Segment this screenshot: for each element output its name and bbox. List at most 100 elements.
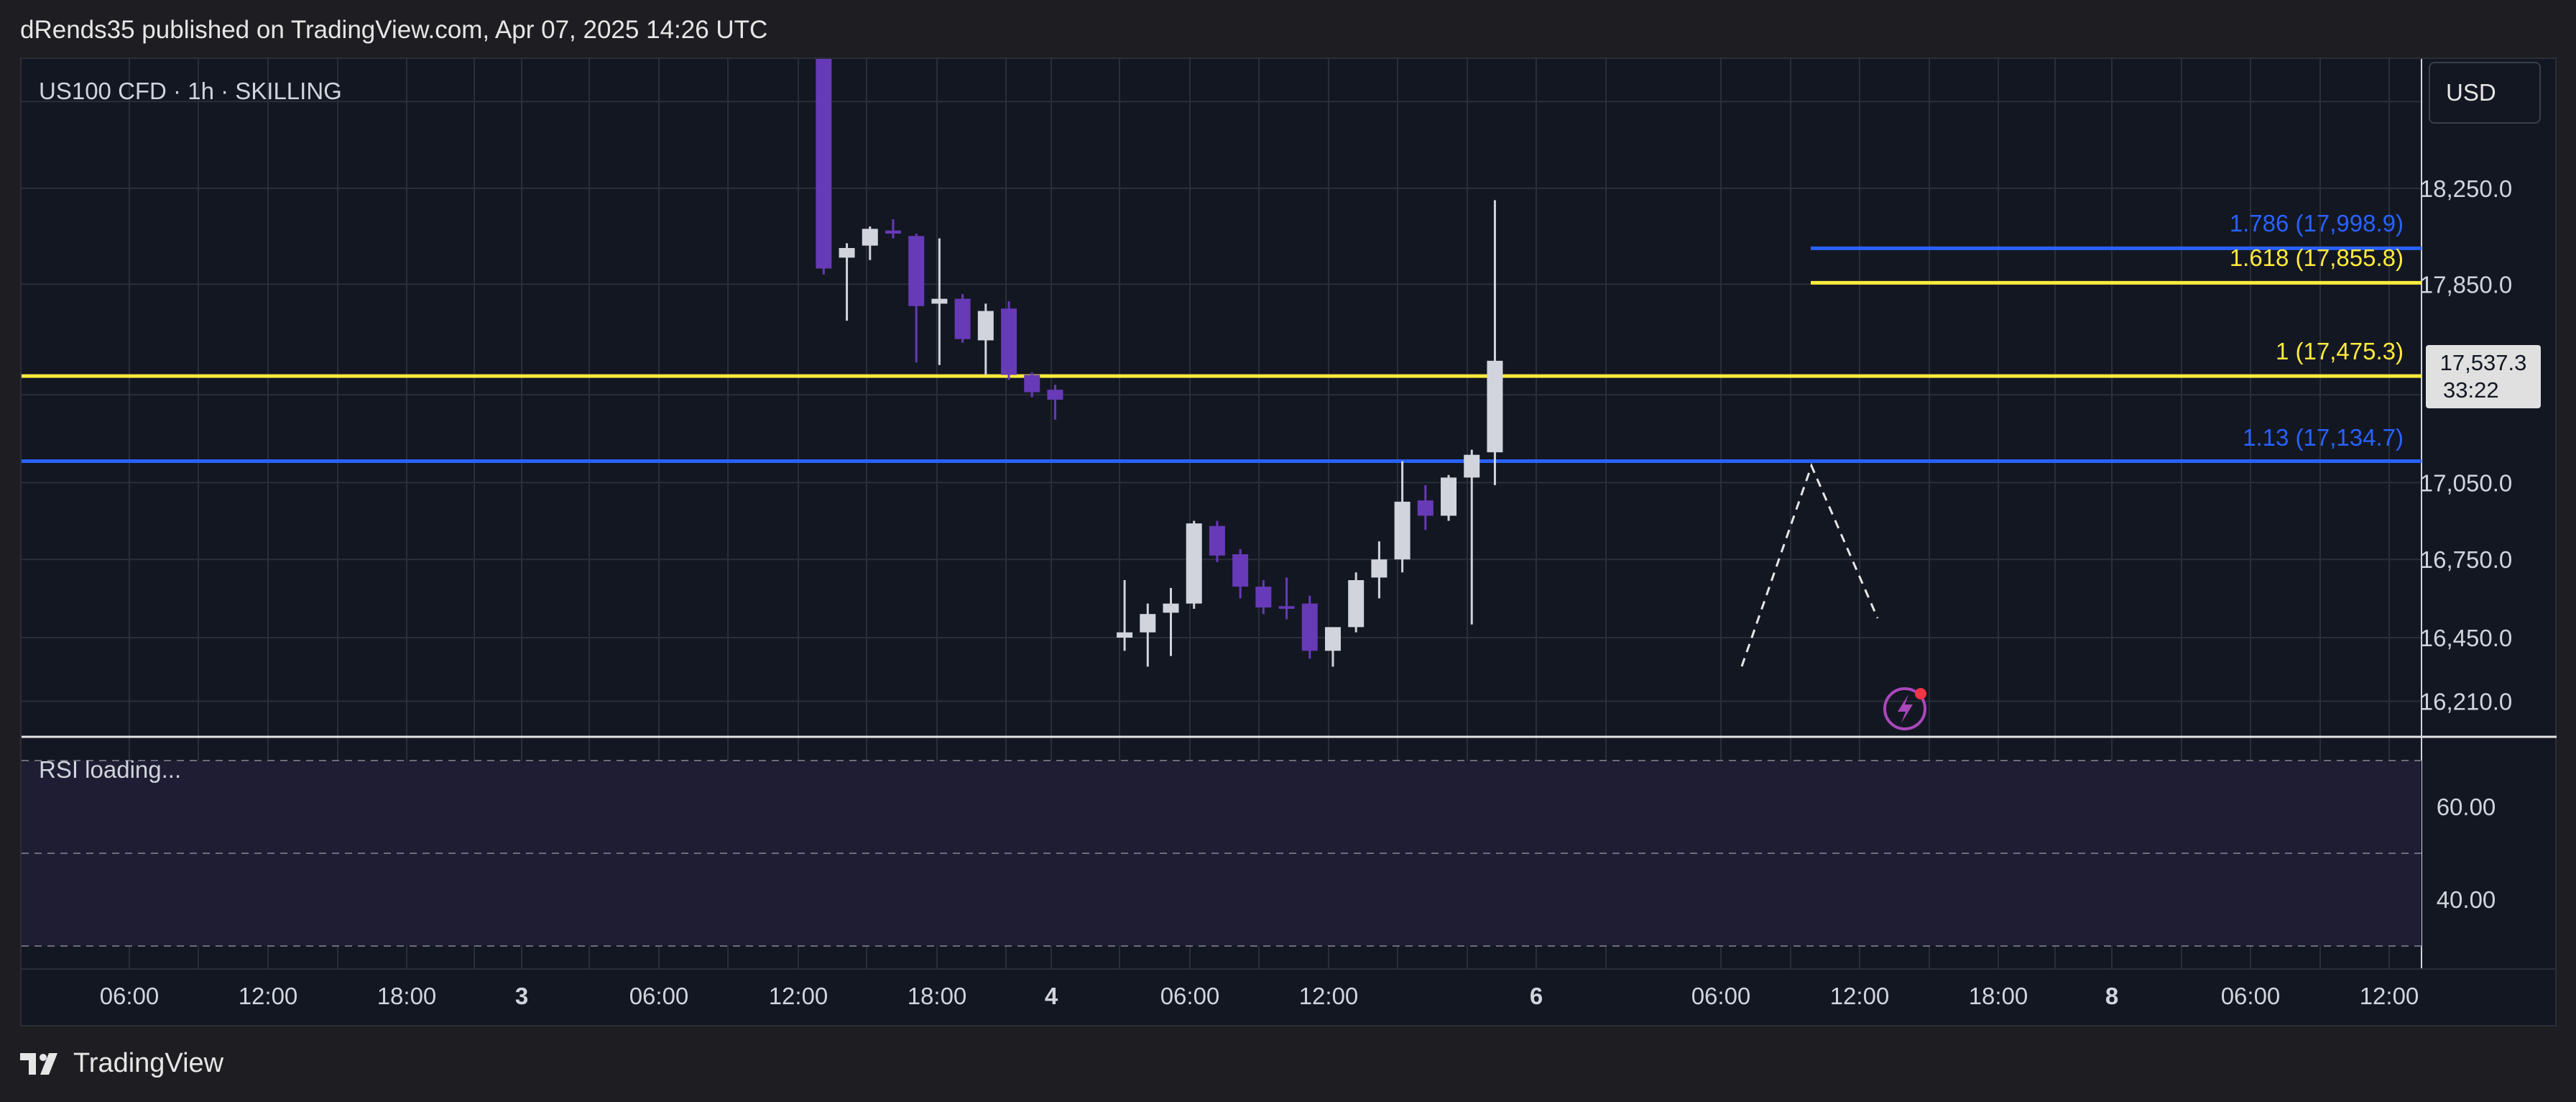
candle-body[interactable]	[538, 27, 554, 29]
time-tick-label: 12:00	[2360, 983, 2419, 1009]
candle-body[interactable]	[1278, 606, 1295, 609]
candle-body[interactable]	[908, 236, 925, 306]
candle-body[interactable]	[654, 27, 670, 35]
time-axis: 06:00 12:00 18:00 3 06:00 12:00 18:00 4 06:00 12:…	[100, 983, 2419, 1009]
time-tick-label: 12:00	[1830, 983, 1890, 1009]
alert-badge	[1915, 688, 1926, 699]
chart-annotations	[1740, 462, 1926, 730]
time-tick-label: 18:00	[377, 983, 437, 1009]
candle-body[interactable]	[700, 31, 716, 45]
candle-body[interactable]	[468, 0, 484, 9]
tradingview-logo-icon	[20, 1052, 57, 1075]
candle-body[interactable]	[1487, 360, 1503, 453]
candle-body[interactable]	[862, 229, 878, 246]
candle-body[interactable]	[839, 248, 855, 258]
price-tick-label: 17,850.0	[2420, 271, 2512, 298]
time-tick-label: 06:00	[1691, 983, 1751, 1009]
alert-ring	[1883, 687, 1926, 730]
zigzag-drawing[interactable]	[1740, 462, 1879, 667]
rsi-tick-label: 40.00	[2437, 886, 2496, 913]
last-price-badge[interactable]: 17,537.333:22	[2426, 345, 2541, 408]
rsi-band	[22, 761, 2422, 946]
price-tick-label: 16,210.0	[2420, 688, 2512, 715]
candle-body[interactable]	[1001, 308, 1017, 375]
price-tick-label: 18,250.0	[2420, 175, 2512, 202]
last-price-box	[2426, 345, 2541, 408]
candle-body[interactable]	[1371, 559, 1388, 578]
candle-body[interactable]	[1464, 454, 1480, 478]
candle-body[interactable]	[816, 37, 832, 269]
fib-level-label: 1.13 (17,134.7)	[2243, 424, 2404, 451]
fib-level-label: 1.786 (17,998.9)	[2230, 210, 2404, 237]
candle-body[interactable]	[1024, 375, 1040, 392]
time-tick-label: 12:00	[769, 983, 828, 1009]
lightning-glyph	[1898, 694, 1913, 723]
chart-labels: US100 CFD · 1h · SKILLING 1.786 (17,998.9…	[39, 78, 2404, 451]
candle-body[interactable]	[1324, 627, 1341, 651]
last-price-countdown: 33:22	[2443, 377, 2499, 403]
candle-body[interactable]	[1417, 500, 1434, 516]
fib-lines	[22, 246, 2422, 464]
candle-body[interactable]	[1348, 580, 1365, 628]
candle-body[interactable]	[977, 311, 994, 341]
candle-body[interactable]	[376, 0, 392, 1]
candle-body[interactable]	[793, 35, 808, 37]
rsi-tick-label: 60.00	[2437, 794, 2496, 820]
candle-body[interactable]	[885, 230, 901, 234]
candle-body[interactable]	[954, 298, 971, 339]
candle-body[interactable]	[770, 33, 785, 35]
rsi-label: RSI loading...	[39, 756, 181, 783]
time-tick-label: 4	[1045, 983, 1058, 1009]
price-axis: 18,250.0 17,850.0 17,050.0 16,750.0 16,450.0…	[2420, 175, 2541, 715]
time-tick-label: 18:00	[908, 983, 967, 1009]
time-tick-label: 06:00	[1160, 983, 1220, 1009]
last-price-value: 17,537.3	[2440, 350, 2527, 375]
fib-level-label: 1.618 (17,855.8)	[2230, 244, 2404, 271]
time-tick-label: 06:00	[629, 983, 689, 1009]
candle-body[interactable]	[515, 24, 531, 27]
candle-body[interactable]	[1441, 477, 1457, 516]
candle-body[interactable]	[1047, 390, 1063, 400]
time-tick-label: 06:00	[2221, 983, 2281, 1009]
candle-body[interactable]	[1255, 587, 1272, 608]
candle-body[interactable]	[1140, 614, 1156, 633]
candle-body[interactable]	[607, 24, 623, 27]
candle-body[interactable]	[561, 27, 577, 29]
candle-body[interactable]	[1209, 525, 1225, 556]
currency-button[interactable]: USD	[2429, 62, 2541, 124]
time-tick-label: 6	[1530, 983, 1543, 1009]
time-tick-label: 12:00	[239, 983, 298, 1009]
candle-body[interactable]	[584, 23, 600, 26]
footer-brand[interactable]: TradingView	[20, 1048, 223, 1079]
time-tick-label: 8	[2105, 983, 2118, 1009]
candle-body[interactable]	[1394, 501, 1411, 560]
candle-body[interactable]	[631, 25, 647, 27]
candle-body[interactable]	[1163, 603, 1179, 613]
candle-body[interactable]	[353, 0, 369, 1]
candles	[353, 0, 1503, 667]
lightning-alert-icon[interactable]	[1883, 687, 1926, 730]
price-tick-label: 16,750.0	[2420, 546, 2512, 573]
published-by-text: dRends35 published on TradingView.com, A…	[20, 16, 768, 44]
candle-body[interactable]	[1232, 554, 1249, 587]
candle-body[interactable]	[747, 30, 762, 32]
time-tick-label: 06:00	[100, 983, 160, 1009]
footer-brand-text: TradingView	[73, 1048, 224, 1078]
price-tick-label: 17,050.0	[2420, 469, 2512, 496]
candle-body[interactable]	[1301, 603, 1318, 651]
symbol-label[interactable]: US100 CFD · 1h · SKILLING	[39, 78, 342, 104]
grid-lines	[22, 59, 2557, 970]
candle-body[interactable]	[677, 37, 693, 44]
time-tick-label: 3	[515, 983, 528, 1009]
candle-body[interactable]	[1117, 632, 1133, 638]
rsi-panel: 60.00 40.00 RSI loading...	[22, 756, 2496, 947]
candle-body[interactable]	[931, 298, 948, 304]
candle-body[interactable]	[1186, 523, 1202, 604]
candle-body[interactable]	[724, 30, 739, 32]
candle-body[interactable]	[491, 9, 507, 22]
price-tick-label: 16,450.0	[2420, 625, 2512, 651]
time-tick-label: 18:00	[1969, 983, 2028, 1009]
time-tick-label: 12:00	[1299, 983, 1359, 1009]
fib-level-label: 1 (17,475.3)	[2276, 338, 2404, 364]
